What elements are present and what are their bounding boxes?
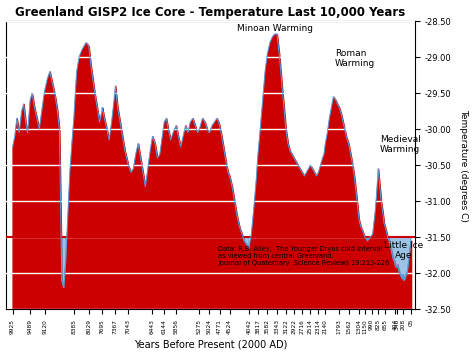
Text: Little Ice
Age: Little Ice Age [384, 241, 424, 260]
Y-axis label: Temperature (degrees C): Temperature (degrees C) [459, 109, 468, 222]
X-axis label: Years Before Present (2000 AD): Years Before Present (2000 AD) [134, 339, 287, 349]
Text: Minoan Warming: Minoan Warming [237, 24, 313, 33]
Text: Roman
Warming: Roman Warming [335, 49, 375, 68]
Text: Data: R.B. Alley,  The Younger Dryas cold interval
as viewed from central Greenl: Data: R.B. Alley, The Younger Dryas cold… [219, 246, 390, 266]
Text: Medieval
Warming: Medieval Warming [380, 135, 421, 154]
Title: Greenland GISP2 Ice Core - Temperature Last 10,000 Years: Greenland GISP2 Ice Core - Temperature L… [15, 6, 406, 18]
